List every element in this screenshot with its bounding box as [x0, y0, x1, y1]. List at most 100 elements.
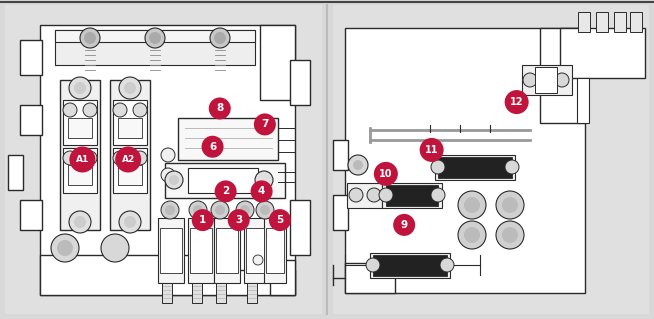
- Circle shape: [464, 227, 480, 243]
- Circle shape: [505, 90, 528, 114]
- Circle shape: [149, 32, 161, 44]
- Bar: [113, 148, 147, 193]
- Circle shape: [379, 188, 393, 202]
- Bar: [8, 155, 23, 190]
- Text: 5: 5: [276, 215, 284, 225]
- Bar: [290, 60, 310, 105]
- Bar: [20, 200, 42, 230]
- Bar: [113, 100, 147, 145]
- Circle shape: [255, 171, 273, 189]
- Text: 12: 12: [510, 97, 523, 107]
- Circle shape: [57, 240, 73, 256]
- Circle shape: [254, 114, 276, 135]
- Circle shape: [214, 32, 226, 44]
- Circle shape: [101, 234, 129, 262]
- Bar: [63, 148, 97, 193]
- Bar: [158, 218, 184, 283]
- Circle shape: [348, 155, 368, 175]
- Circle shape: [496, 191, 524, 219]
- Circle shape: [115, 146, 141, 173]
- Circle shape: [269, 209, 291, 231]
- Text: 11: 11: [425, 145, 438, 155]
- Bar: [345, 263, 395, 293]
- Bar: [630, 12, 642, 32]
- Circle shape: [215, 181, 237, 202]
- Circle shape: [83, 151, 97, 165]
- Bar: [540, 28, 585, 123]
- Circle shape: [502, 197, 518, 213]
- Bar: [118, 165, 142, 185]
- Text: 2: 2: [222, 186, 230, 197]
- Bar: [162, 283, 172, 303]
- Bar: [347, 183, 382, 208]
- Bar: [247, 283, 257, 303]
- Bar: [333, 140, 348, 170]
- Bar: [216, 283, 226, 303]
- Bar: [264, 218, 286, 283]
- Bar: [178, 118, 278, 160]
- Circle shape: [431, 188, 445, 202]
- Circle shape: [431, 160, 445, 174]
- Circle shape: [133, 103, 147, 117]
- Bar: [188, 168, 258, 193]
- Circle shape: [192, 209, 214, 231]
- Text: A1: A1: [76, 155, 89, 164]
- Bar: [578, 12, 590, 32]
- Circle shape: [523, 73, 537, 87]
- Bar: [5, 5, 322, 314]
- Circle shape: [84, 32, 96, 44]
- Bar: [63, 100, 97, 145]
- Circle shape: [420, 138, 443, 162]
- Bar: [522, 65, 572, 95]
- Circle shape: [63, 151, 77, 165]
- Circle shape: [119, 211, 141, 233]
- Circle shape: [496, 221, 524, 249]
- Bar: [370, 253, 450, 278]
- Bar: [386, 185, 438, 206]
- Circle shape: [165, 171, 183, 189]
- Bar: [270, 260, 295, 295]
- Bar: [214, 218, 240, 283]
- Bar: [244, 218, 266, 283]
- Bar: [110, 80, 150, 230]
- Text: 8: 8: [216, 103, 224, 114]
- Circle shape: [161, 201, 179, 219]
- Text: 4: 4: [258, 186, 266, 197]
- Bar: [20, 105, 42, 135]
- Circle shape: [374, 162, 398, 186]
- Text: 7: 7: [261, 119, 269, 130]
- Circle shape: [69, 146, 95, 173]
- Text: 10: 10: [379, 169, 392, 179]
- Circle shape: [236, 201, 254, 219]
- Bar: [435, 155, 515, 180]
- Bar: [160, 228, 182, 273]
- Bar: [260, 25, 295, 100]
- Circle shape: [505, 160, 519, 174]
- Circle shape: [193, 205, 203, 215]
- Bar: [55, 30, 255, 42]
- Bar: [246, 228, 264, 273]
- Bar: [382, 183, 442, 208]
- Bar: [535, 67, 557, 93]
- Circle shape: [349, 188, 363, 202]
- Bar: [68, 165, 92, 185]
- Bar: [68, 118, 92, 138]
- Bar: [333, 195, 348, 230]
- Bar: [560, 28, 645, 78]
- Circle shape: [502, 227, 518, 243]
- Text: 6: 6: [209, 142, 216, 152]
- Circle shape: [124, 82, 136, 94]
- Circle shape: [113, 151, 127, 165]
- Circle shape: [393, 214, 415, 236]
- Circle shape: [63, 103, 77, 117]
- Circle shape: [353, 160, 363, 170]
- Bar: [596, 12, 608, 32]
- Bar: [60, 80, 100, 230]
- Circle shape: [464, 197, 480, 213]
- Bar: [55, 30, 255, 65]
- Bar: [323, 0, 333, 319]
- Bar: [40, 255, 220, 295]
- Bar: [40, 25, 295, 295]
- Circle shape: [145, 28, 165, 48]
- Circle shape: [228, 209, 250, 231]
